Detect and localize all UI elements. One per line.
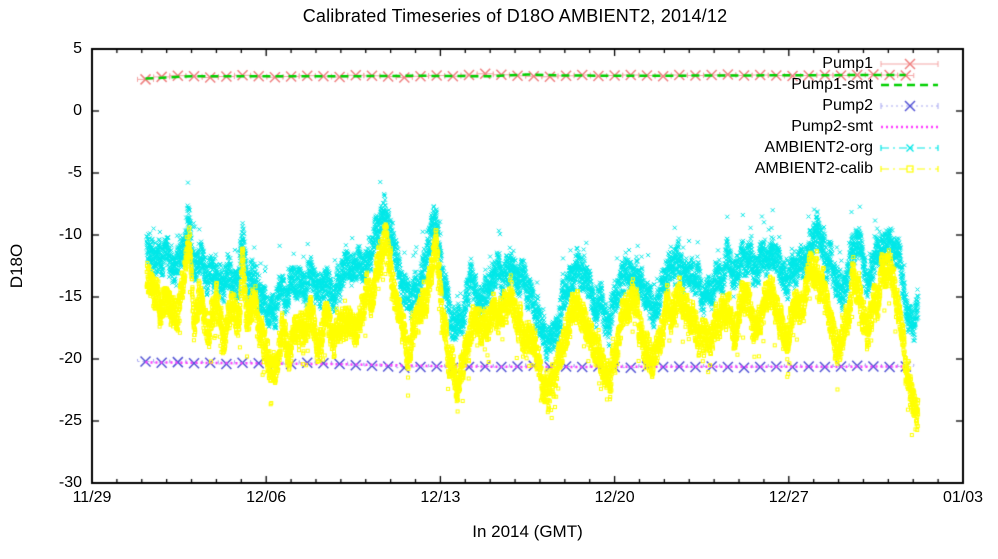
y-tick-label: -20 xyxy=(58,350,82,367)
x-tick-label: 12/06 xyxy=(246,489,287,506)
y-tick-label: 5 xyxy=(73,40,82,57)
y-tick-label: -10 xyxy=(58,226,82,243)
legend-label-ambient2-org: AMBIENT2-org xyxy=(764,139,873,156)
chart-title: Calibrated Timeseries of D18O AMBIENT2, … xyxy=(302,6,728,26)
y-tick-label: -15 xyxy=(58,288,82,305)
legend-label-pump2-smt: Pump2-smt xyxy=(791,118,873,135)
x-tick-label: 12/27 xyxy=(768,489,809,506)
x-tick-label: 01/03 xyxy=(942,489,984,506)
legend-label-pump1-smt: Pump1-smt xyxy=(791,76,873,93)
y-tick-label: 0 xyxy=(73,102,82,119)
x-axis-label: In 2014 (GMT) xyxy=(472,522,583,541)
legend-label-pump1: Pump1 xyxy=(822,55,873,72)
y-tick-label: -30 xyxy=(58,474,82,491)
y-tick-label: -25 xyxy=(58,412,82,429)
y-tick-label: -5 xyxy=(67,164,82,181)
x-tick-label: 12/20 xyxy=(594,489,635,506)
legend-label-pump2: Pump2 xyxy=(822,97,873,114)
x-tick-label: 12/13 xyxy=(420,489,461,506)
y-axis-label: D18O xyxy=(7,243,26,289)
legend-label-ambient2-calib: AMBIENT2-calib xyxy=(754,160,873,177)
x-tick-label: 11/29 xyxy=(72,489,112,506)
